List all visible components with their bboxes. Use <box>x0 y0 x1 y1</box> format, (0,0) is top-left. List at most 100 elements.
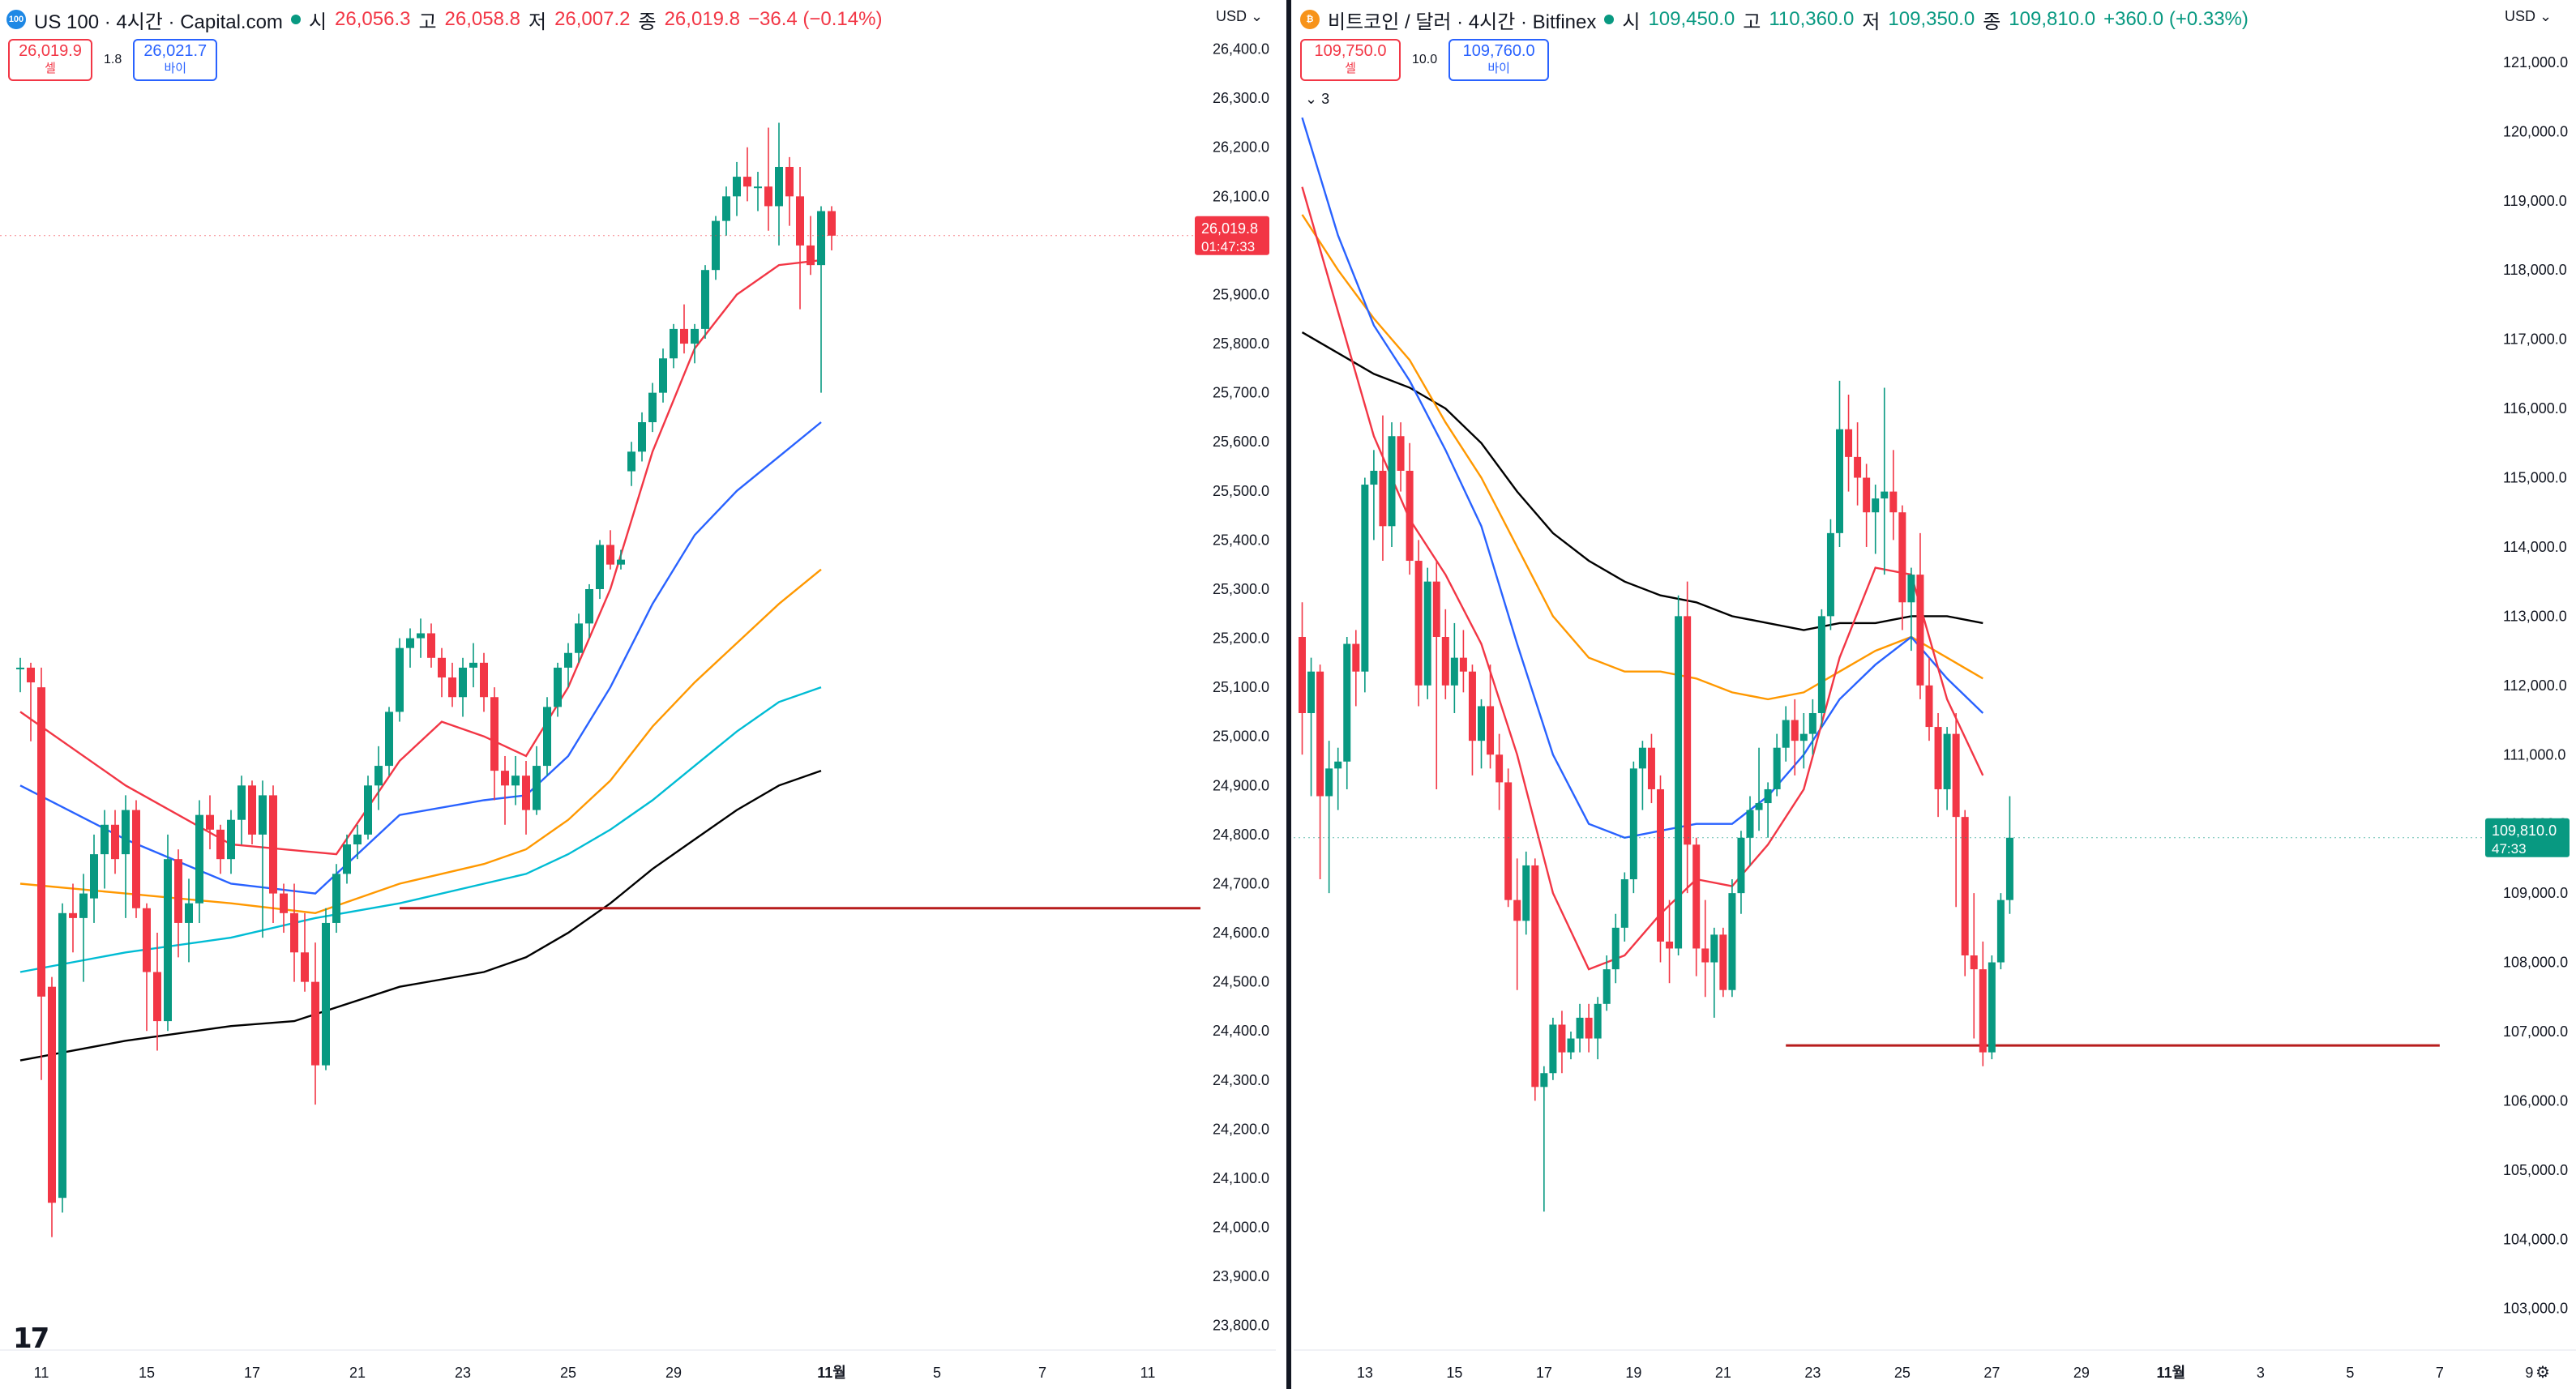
market-open-status-icon <box>1604 15 1615 24</box>
price-axis-tick-label: 24,100.0 <box>1213 1170 1269 1186</box>
market-open-status-icon <box>290 15 301 24</box>
candle-body <box>1406 470 1414 562</box>
sell-price: 26,019.9 <box>19 42 82 60</box>
candle-body <box>511 776 520 786</box>
open-label: 시 <box>308 11 327 33</box>
right-currency-selector[interactable]: USD ⌄ <box>2505 8 2552 25</box>
candle-body <box>248 785 256 835</box>
candle-body <box>1620 879 1628 928</box>
candle-body <box>1343 643 1351 762</box>
candle-body <box>533 766 541 810</box>
change-value: +360.0 (+0.33%) <box>2103 8 2249 30</box>
candle-body <box>543 707 551 767</box>
candle-body <box>1441 637 1449 686</box>
candle-body <box>459 667 467 698</box>
price-axis-tick-label: 107,000.0 <box>2503 1023 2568 1040</box>
candle-body <box>1808 712 1816 734</box>
candle-body <box>1585 1017 1593 1039</box>
last-price-countdown: 01:47:33 <box>1201 239 1255 254</box>
candle-body <box>1468 671 1476 741</box>
ema100-line <box>1301 214 1983 701</box>
left-buy-button[interactable]: 26,021.7 바이 <box>133 39 218 81</box>
price-axis-tick-label: 116,000.0 <box>2503 400 2567 417</box>
indicator-legend-toggle[interactable]: ⌄ 3 <box>1305 91 1329 108</box>
candle-body <box>648 392 657 423</box>
candle-body <box>1692 844 1701 949</box>
candle-body <box>1459 657 1467 672</box>
candle-body <box>575 623 583 653</box>
candle-body <box>164 859 172 1022</box>
candle-body <box>195 814 203 904</box>
candle-body <box>764 186 772 207</box>
right-buy-button[interactable]: 109,760.0 바이 <box>1448 39 1550 81</box>
candle-body <box>1325 768 1333 797</box>
candle-body <box>1513 899 1521 921</box>
candle-body <box>1352 643 1360 672</box>
right-sell-button[interactable]: 109,750.0 셀 <box>1300 39 1401 81</box>
price-axis-tick-label: 25,200.0 <box>1213 630 1269 647</box>
candle-body <box>1916 575 1924 686</box>
price-axis-tick-label: 24,900.0 <box>1213 777 1269 793</box>
candle-body <box>1764 788 1772 804</box>
candle-body <box>1710 934 1718 963</box>
candle-body <box>1996 899 2005 963</box>
candle-body <box>122 810 130 855</box>
candle-body <box>1988 962 1996 1053</box>
candle-body <box>1603 969 1611 1004</box>
close-label: 종 <box>638 11 657 33</box>
left-symbol-title[interactable]: US 100 · 4시간 · Capital.com <box>34 11 283 33</box>
candle-body <box>659 358 667 393</box>
candle-body <box>1737 837 1745 894</box>
price-axis-tick-label: 24,300.0 <box>1213 1072 1269 1088</box>
candle-body <box>1531 865 1539 1087</box>
candle-body <box>1826 532 1834 617</box>
price-axis-tick-label: 113,000.0 <box>2503 608 2567 624</box>
time-axis-tick-label: 21 <box>1715 1365 1731 1381</box>
right-symbol-title[interactable]: 비트코인 / 달러 · 4시간 · Bitfinex <box>1328 11 1597 33</box>
candle-body <box>670 328 678 359</box>
candle-body <box>712 220 720 271</box>
price-axis-tick-label: 24,800.0 <box>1213 827 1269 843</box>
last-price-countdown: 47:33 <box>2492 841 2527 857</box>
price-axis-tick-label: 119,000.0 <box>2503 193 2567 209</box>
last-price-tag-value: 26,019.8 <box>1201 220 1258 237</box>
high-label: 고 <box>1743 11 1761 33</box>
candle-body <box>1647 747 1655 789</box>
candle-body <box>1299 637 1306 713</box>
last-price-tag <box>1195 216 1269 255</box>
candle-body <box>1889 491 1898 513</box>
candle-body <box>132 810 140 908</box>
candle-body <box>1925 685 1933 728</box>
candle-body <box>1907 575 1915 603</box>
candle-body <box>185 903 193 923</box>
candle-body <box>1397 436 1405 471</box>
change-value: −36.4 (−0.14%) <box>748 8 883 30</box>
time-axis-tick-label: 7 <box>1038 1365 1046 1381</box>
left-sell-button[interactable]: 26,019.9 셀 <box>8 39 92 81</box>
candle-body <box>101 824 109 855</box>
sell-label: 셀 <box>45 62 56 75</box>
time-axis-tick-label: 29 <box>665 1365 682 1381</box>
candle-body <box>332 874 340 923</box>
price-axis-tick-label: 106,000.0 <box>2503 1092 2568 1109</box>
candle-body <box>807 245 815 266</box>
close-value: 26,019.8 <box>664 8 740 30</box>
candle-body <box>1432 581 1440 638</box>
left-currency-selector[interactable]: USD ⌄ <box>1216 8 1263 25</box>
candle-body <box>237 785 246 820</box>
candle-body <box>227 819 235 860</box>
candle-body <box>69 912 77 918</box>
candle-body <box>396 647 404 712</box>
time-axis-tick-label: 3 <box>2257 1365 2265 1381</box>
time-axis-tick-label: 15 <box>1446 1365 1462 1381</box>
time-axis-tick-label: 15 <box>139 1365 155 1381</box>
high-value: 26,058.8 <box>444 8 520 30</box>
open-value: 109,450.0 <box>1648 8 1735 30</box>
time-axis-tick-label: 17 <box>1536 1365 1552 1381</box>
candles-group <box>1299 380 2013 1212</box>
candle-body <box>733 177 741 197</box>
time-axis-tick-label: 11 <box>34 1365 49 1381</box>
candle-body <box>638 422 646 452</box>
price-axis-tick-label: 121,000.0 <box>2503 54 2568 71</box>
